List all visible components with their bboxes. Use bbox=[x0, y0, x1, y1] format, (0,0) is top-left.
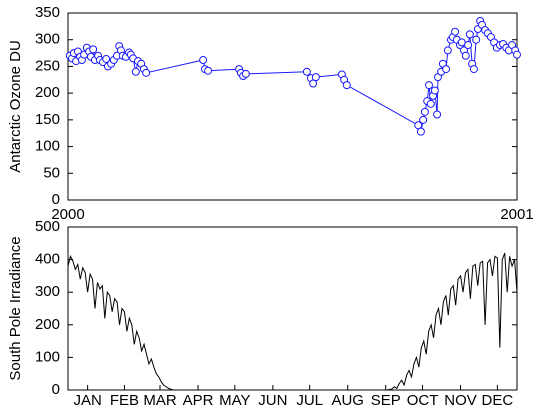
y-axis-label: Antarctic Ozone DU bbox=[7, 40, 24, 173]
y-tick-label: 100 bbox=[35, 348, 60, 365]
y-tick-label: 200 bbox=[35, 316, 60, 333]
x-tick-label: SEP bbox=[371, 392, 401, 409]
y-tick-label: 500 bbox=[35, 218, 60, 235]
data-point bbox=[342, 81, 351, 90]
data-point bbox=[451, 27, 460, 36]
plot-frame bbox=[67, 12, 518, 201]
data-point bbox=[442, 65, 451, 74]
y-tick-label: 300 bbox=[35, 31, 60, 48]
y-tick-label: 150 bbox=[35, 111, 60, 128]
data-point bbox=[465, 30, 474, 39]
data-point bbox=[443, 46, 452, 55]
x-tick-label: OCT bbox=[407, 392, 439, 409]
x-tick-label: 2001 bbox=[500, 206, 533, 223]
data-point bbox=[430, 86, 439, 95]
data-point bbox=[424, 81, 433, 90]
data-point bbox=[420, 107, 429, 116]
y-tick-label: 350 bbox=[35, 4, 60, 21]
y-tick-label: 200 bbox=[35, 84, 60, 101]
data-point bbox=[433, 110, 442, 119]
data-point bbox=[89, 45, 98, 54]
x-tick-label: MAR bbox=[143, 392, 177, 409]
x-tick-label: MAY bbox=[219, 392, 250, 409]
x-tick-label: JUL bbox=[296, 392, 323, 409]
data-point bbox=[464, 41, 473, 50]
data-point bbox=[513, 50, 521, 59]
x-tick-label: AUG bbox=[331, 392, 364, 409]
data-point bbox=[241, 69, 250, 78]
data-point bbox=[131, 67, 140, 76]
data-point bbox=[461, 51, 470, 60]
x-tick-label: JAN bbox=[73, 392, 101, 409]
x-tick-label: DEC bbox=[482, 392, 514, 409]
data-point bbox=[419, 115, 428, 124]
data-point bbox=[204, 66, 213, 75]
x-tick-label: FEB bbox=[110, 392, 139, 409]
x-tick-label: JUN bbox=[258, 392, 287, 409]
y-tick-label: 0 bbox=[52, 191, 60, 208]
plot-frame bbox=[67, 226, 518, 391]
y-tick-label: 50 bbox=[43, 164, 60, 181]
data-point bbox=[311, 73, 320, 82]
y-tick-label: 300 bbox=[35, 283, 60, 300]
y-tick-label: 400 bbox=[35, 251, 60, 268]
data-point bbox=[426, 99, 435, 108]
data-point bbox=[302, 67, 311, 76]
y-tick-label: 250 bbox=[35, 57, 60, 74]
x-tick-label: 2000 bbox=[51, 206, 84, 223]
y-tick-label: 0 bbox=[52, 381, 60, 398]
data-point bbox=[416, 127, 425, 136]
x-tick-label: NOV bbox=[444, 392, 477, 409]
data-point bbox=[142, 68, 151, 77]
data-point bbox=[199, 56, 208, 65]
data-point bbox=[102, 54, 111, 63]
y-axis-label: South Pole Irradiance bbox=[7, 236, 24, 380]
data-point bbox=[472, 35, 481, 44]
x-tick-label: APR bbox=[183, 392, 214, 409]
data-point bbox=[469, 65, 478, 74]
data-line bbox=[67, 252, 518, 391]
y-tick-label: 100 bbox=[35, 138, 60, 155]
